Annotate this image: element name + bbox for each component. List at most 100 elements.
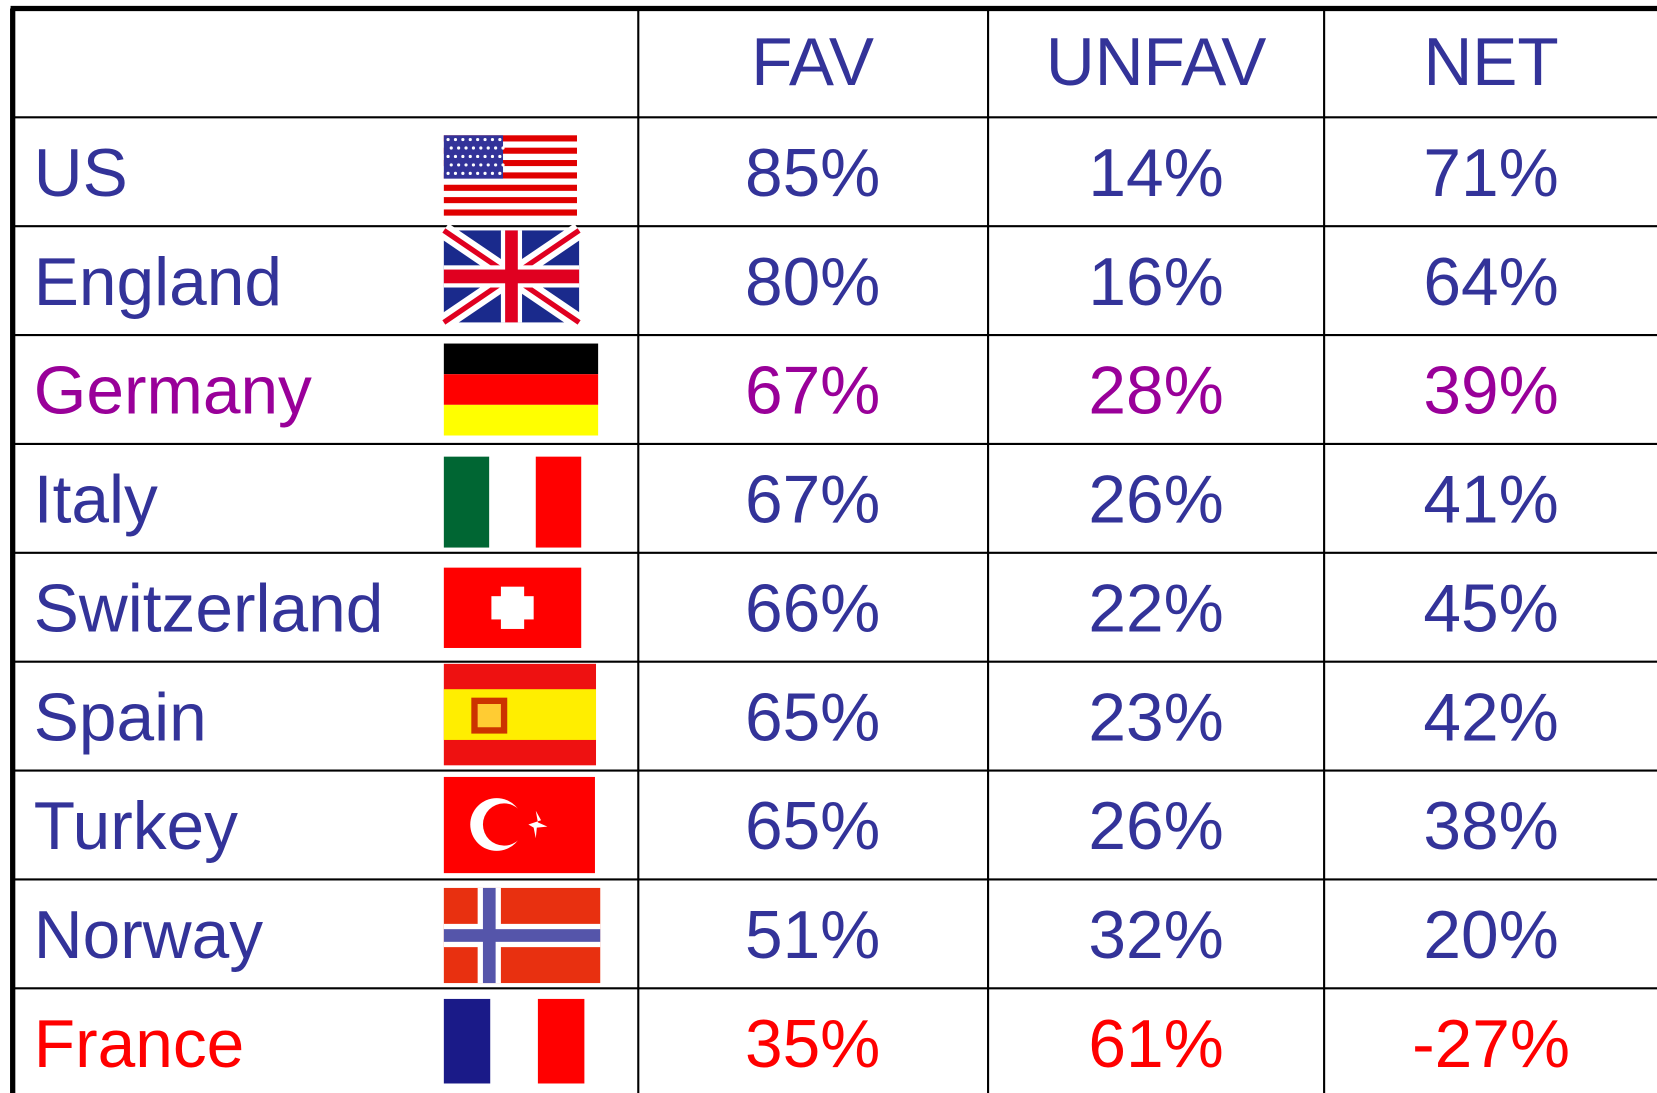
flag-star <box>479 163 483 167</box>
value-cell: 42% <box>1423 680 1558 755</box>
flag <box>443 343 599 436</box>
flag-part <box>490 998 538 1084</box>
flag-star <box>483 154 487 159</box>
flag-star <box>494 163 498 167</box>
country-label: Spain <box>34 680 207 755</box>
value-cell: 61% <box>1088 1007 1223 1082</box>
flag-part <box>443 141 577 148</box>
flag-star <box>461 154 465 159</box>
flag-star <box>486 163 490 167</box>
flag-part <box>443 269 580 284</box>
flag-part <box>489 456 536 548</box>
flag-part <box>443 190 577 198</box>
flag-star <box>449 146 453 150</box>
column-header: NET <box>1423 25 1558 100</box>
flag-star <box>483 171 487 175</box>
flag-star <box>476 154 480 159</box>
flag-star <box>446 171 450 175</box>
flag-star <box>464 146 468 150</box>
flag-star <box>483 137 487 142</box>
value-cell: 14% <box>1088 136 1223 211</box>
flag-star <box>468 154 472 159</box>
value-cell: 39% <box>1423 354 1558 429</box>
flag-part <box>443 178 577 185</box>
flag <box>443 135 577 216</box>
value-cell: 32% <box>1088 898 1223 973</box>
flag-star <box>476 137 480 142</box>
flag-part <box>443 135 577 142</box>
value-cell: 41% <box>1423 463 1558 538</box>
flag-star <box>453 171 458 175</box>
country-label: Italy <box>34 463 158 538</box>
value-cell: 85% <box>745 136 880 211</box>
flag-star <box>494 146 498 150</box>
flag-part <box>443 166 577 173</box>
flags <box>439 135 601 1084</box>
country-label: Turkey <box>34 789 238 864</box>
flag-star <box>446 154 450 159</box>
flag-part <box>443 343 599 375</box>
flag-part <box>477 704 501 728</box>
flag-part <box>443 998 491 1084</box>
flag-star <box>498 171 502 175</box>
flag-part <box>443 689 597 740</box>
value-cell: 26% <box>1088 463 1223 538</box>
flag-part <box>443 197 577 204</box>
value-cell: 35% <box>745 1007 880 1082</box>
flag-star <box>453 137 458 142</box>
country-label: US <box>34 136 128 211</box>
value-cell: 26% <box>1088 789 1223 864</box>
value-cell: 16% <box>1088 245 1223 320</box>
value-cell: -27% <box>1412 1007 1570 1082</box>
flag-part <box>443 184 577 191</box>
flag-part <box>443 209 577 216</box>
value-cell: 64% <box>1423 245 1558 320</box>
grid <box>10 5 1657 1093</box>
flag-star <box>479 146 483 150</box>
flag-part <box>443 929 601 942</box>
flag-star <box>501 163 505 167</box>
flag-part <box>537 998 585 1084</box>
flag-star <box>490 154 495 159</box>
value-cell: 67% <box>745 463 880 538</box>
country-label: England <box>34 245 282 320</box>
flag-part <box>443 147 577 154</box>
flag <box>443 567 582 648</box>
flag-star <box>457 146 461 150</box>
column-header: UNFAV <box>1046 25 1266 100</box>
value-cell: 65% <box>745 789 880 864</box>
flag-part <box>443 172 577 179</box>
flag-star <box>486 146 490 150</box>
flag-star <box>490 137 495 142</box>
flag-star <box>471 163 476 167</box>
flag-part <box>443 135 504 179</box>
flag-star <box>468 137 472 142</box>
flag-star <box>471 146 476 150</box>
flag-part <box>535 456 582 548</box>
flag-star <box>490 171 495 175</box>
value-cell: 23% <box>1088 680 1223 755</box>
flag-part <box>491 596 534 620</box>
country-label: Switzerland <box>34 571 384 646</box>
value-cell: 80% <box>745 245 880 320</box>
flag-part <box>528 810 548 839</box>
flag-star <box>461 171 465 175</box>
flag <box>443 456 582 548</box>
column-header: FAV <box>751 25 874 100</box>
cells: FAV UNFAV NET US 85% 14% 71% England 80% 16% 64% Ge… <box>34 25 1570 1082</box>
flag-star <box>449 163 453 167</box>
flag <box>443 776 595 874</box>
value-cell: 65% <box>745 680 880 755</box>
flag-star <box>501 146 505 150</box>
flag-star <box>498 137 502 142</box>
value-cell: 45% <box>1423 571 1558 646</box>
flag-part <box>443 160 577 167</box>
value-cell: 22% <box>1088 571 1223 646</box>
country-label: Norway <box>34 898 263 973</box>
flag-part <box>443 404 599 436</box>
value-cell: 66% <box>745 571 880 646</box>
flag-star <box>457 163 461 167</box>
flag-part <box>443 203 577 210</box>
